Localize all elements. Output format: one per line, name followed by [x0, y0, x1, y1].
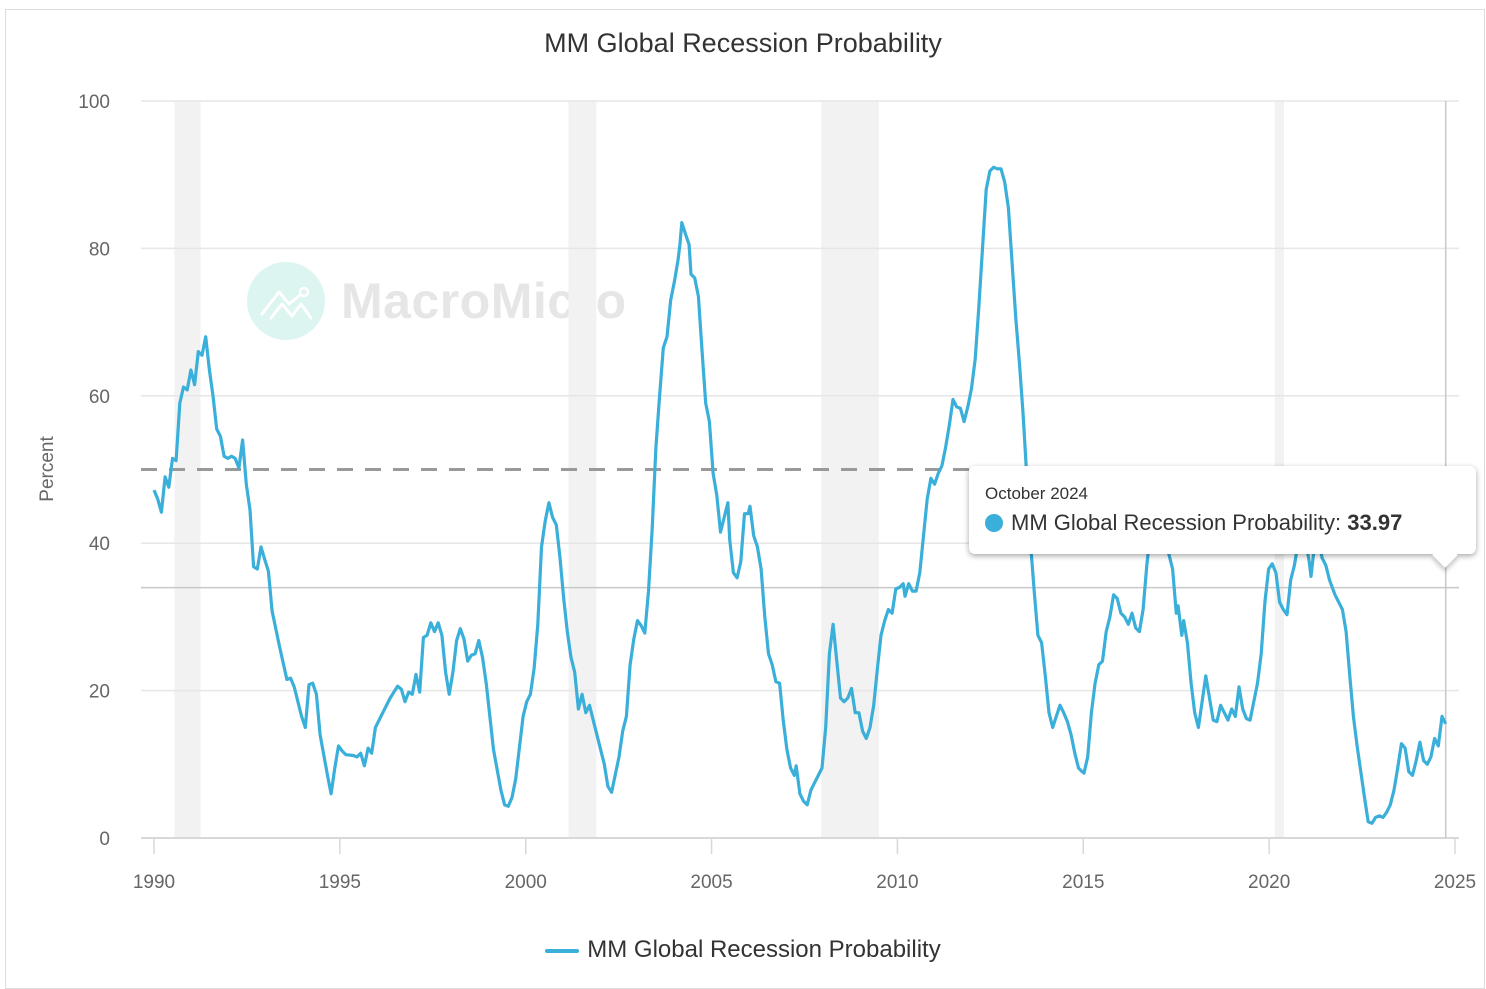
- x-tick-label: 2020: [1248, 872, 1290, 893]
- legend[interactable]: MM Global Recession Probability: [0, 936, 1486, 964]
- y-tick-label: 100: [78, 92, 110, 113]
- tooltip-series-label: MM Global Recession Probability:: [1011, 510, 1342, 535]
- x-tick-label: 1990: [133, 872, 175, 893]
- chart-title: MM Global Recession Probability: [544, 28, 942, 58]
- y-tick-label: 40: [89, 534, 110, 555]
- series-line[interactable]: [152, 165, 1448, 825]
- y-tick-label: 60: [89, 387, 110, 408]
- tooltip-date: October 2024: [985, 484, 1089, 503]
- legend-line-icon: [545, 948, 580, 953]
- macromicro-logo-icon: [247, 262, 325, 340]
- y-tick-label: 20: [89, 682, 110, 703]
- series-dot-icon: [985, 514, 1003, 532]
- tooltip-value: 33.97: [1347, 510, 1403, 535]
- tooltip-row: MM Global Recession Probability: 33.97: [985, 510, 1460, 536]
- y-tick-label: 80: [89, 239, 110, 260]
- x-tick-label: 1995: [319, 872, 361, 893]
- y-axis-label: Percent: [37, 436, 58, 502]
- y-tick-label: 0: [99, 829, 110, 850]
- x-tick-label: 2005: [690, 872, 732, 893]
- legend-label[interactable]: MM Global Recession Probability: [587, 936, 941, 963]
- x-tick-label: 2010: [876, 872, 918, 893]
- x-tick-label: 2025: [1434, 872, 1476, 893]
- tooltip: October 2024 MM Global Recession Probabi…: [969, 466, 1476, 568]
- x-tick-label: 2015: [1062, 872, 1104, 893]
- x-tick-label: 2000: [505, 872, 547, 893]
